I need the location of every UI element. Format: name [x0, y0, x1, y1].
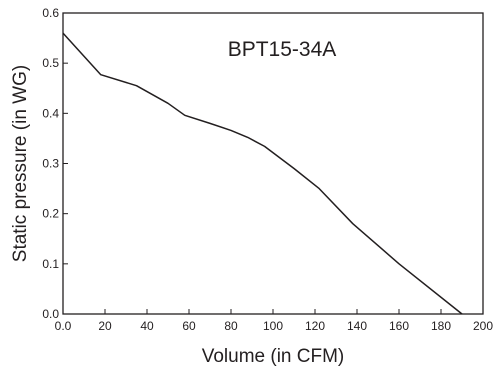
x-tick-label: 100	[263, 319, 283, 333]
x-tick-label: 140	[347, 319, 367, 333]
y-tick-label: 0.2	[42, 207, 59, 221]
x-tick-label: 160	[389, 319, 409, 333]
x-axis: 0.0 20 40 60 80 100 120 140 160 180 200	[55, 309, 493, 333]
x-tick-label: 40	[140, 319, 154, 333]
series-line	[62, 32, 463, 315]
y-tick-label: 0.5	[42, 56, 59, 70]
y-axis-label: Static pressure (in WG)	[10, 65, 31, 262]
x-tick-label: 20	[98, 319, 112, 333]
y-tick-label: 0.1	[42, 257, 59, 271]
y-tick-label: 0.3	[42, 157, 59, 171]
x-tick-label: 200	[473, 319, 493, 333]
x-tick-label: 80	[224, 319, 238, 333]
chart-title: BPT15-34A	[228, 38, 337, 61]
x-axis-label: Volume (in CFM)	[202, 346, 345, 367]
y-tick-label: 0.6	[42, 6, 59, 20]
y-axis: 0.0 0.1 0.2 0.3 0.4 0.5 0.6	[42, 6, 68, 321]
x-tick-label: 60	[182, 319, 196, 333]
x-tick-label: 0.0	[55, 319, 72, 333]
y-tick-label: 0.0	[42, 307, 59, 321]
x-tick-label: 180	[431, 319, 451, 333]
x-tick-label: 120	[305, 319, 325, 333]
y-tick-label: 0.4	[42, 106, 59, 120]
